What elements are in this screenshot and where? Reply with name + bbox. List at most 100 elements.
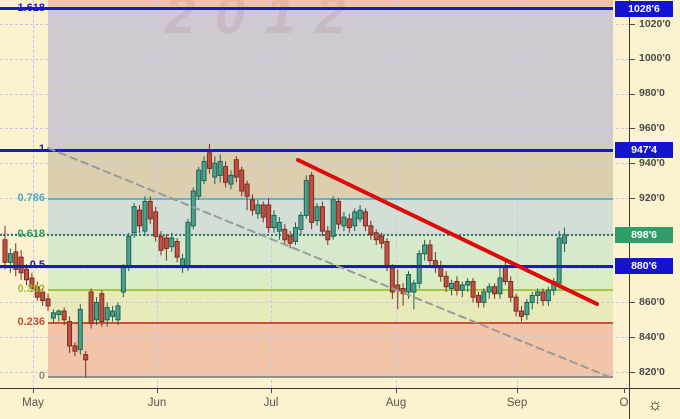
candle-body [206, 152, 212, 169]
fib-level-label-1.618[interactable]: 1.618 [17, 1, 45, 14]
candle-body [142, 200, 148, 232]
candle-body [319, 206, 325, 232]
candle-body [406, 274, 411, 293]
fib-level-line-0.5[interactable] [0, 264, 613, 268]
chart-plot-area[interactable]: 2012 1.618 1 0.786 0.618 0.5 0.382 0.236 0 [0, 0, 629, 388]
candle-body [260, 204, 266, 218]
vertical-gridline [271, 0, 272, 388]
horizontal-gridline [0, 232, 629, 234]
candle-body [368, 225, 374, 236]
fib-level-label-0.786[interactable]: 0.786 [17, 191, 45, 204]
horizontal-gridline [0, 128, 629, 130]
candle-body [99, 293, 105, 323]
time-axis-label: Aug [385, 397, 407, 409]
price-line-badge: 880'6 [615, 258, 673, 275]
candle-body [50, 312, 56, 319]
fib-level-label-0.236[interactable]: 0.236 [17, 316, 45, 329]
fib-zone [48, 266, 613, 291]
candle-body [379, 235, 385, 244]
vertical-gridline [517, 0, 518, 388]
fib-level-line-1.618[interactable] [0, 7, 613, 11]
candle-body [83, 354, 89, 361]
horizontal-gridline [0, 24, 629, 25]
candle-body [459, 284, 465, 291]
time-axis-tick [271, 389, 272, 393]
fib-level-label-0.382[interactable]: 0.382 [17, 283, 45, 296]
price-axis[interactable]: 1020'0 1000'0 980'0 960'0 940'0 920'0 860'0 840… [615, 0, 680, 419]
fib-zone [48, 234, 613, 267]
fib-zone [48, 198, 613, 235]
fib-level-label-0.618[interactable]: 0.618 [17, 227, 45, 240]
time-axis[interactable]: May Jun Jul Aug Sep O [0, 388, 680, 419]
price-axis-label: 1000'0 [639, 52, 671, 65]
candle-body [416, 253, 422, 284]
candle-body [153, 211, 159, 237]
horizontal-gridline [0, 267, 629, 269]
vertical-gridline [396, 0, 397, 388]
candle-body [309, 174, 315, 223]
price-axis-tick [630, 337, 635, 339]
candle-body [88, 291, 94, 324]
fib-zone [48, 0, 613, 9]
candle-body [174, 241, 180, 258]
candle-body [201, 160, 207, 182]
price-axis-tick [630, 93, 635, 95]
fib-level-label-0.5[interactable]: 0.5 [29, 259, 45, 272]
candle-body [266, 204, 272, 229]
time-axis-label: May [22, 397, 44, 409]
fib-level-line-0.382[interactable] [48, 289, 613, 292]
candle-body [562, 234, 568, 244]
fib-level-line-0.786[interactable] [48, 197, 613, 200]
candle-body [556, 237, 562, 284]
candle-body [147, 200, 153, 220]
fib-zone [48, 323, 613, 378]
candle-body [508, 281, 514, 298]
time-axis-tick [517, 389, 518, 393]
price-axis-label: 920'0 [639, 191, 665, 204]
price-line-badge: 947'4 [615, 142, 673, 159]
settings-gear-icon[interactable]: ☼ [647, 394, 663, 414]
fib-level-label-0[interactable]: 0 [38, 370, 45, 383]
price-axis-tick [630, 198, 635, 199]
price-axis-tick [630, 24, 635, 25]
candle-body [45, 298, 51, 307]
fib-level-line-1[interactable] [0, 148, 613, 152]
candle-body [535, 291, 541, 296]
candle-body [34, 286, 40, 298]
candle-body [131, 206, 137, 234]
candle-body [271, 214, 277, 229]
price-axis-label: 980'0 [639, 87, 665, 100]
fib-zone [48, 290, 613, 324]
price-axis-label: 840'0 [639, 330, 665, 343]
candle-body [513, 296, 519, 312]
candle-body [163, 237, 169, 249]
fib-baseline[interactable] [47, 147, 613, 379]
horizontal-gridline [0, 93, 629, 95]
price-axis-label: 960'0 [639, 121, 665, 134]
candle-body [454, 281, 460, 291]
fib-level-line-0.236[interactable] [48, 322, 613, 325]
fib-level-label-1[interactable]: 1 [38, 143, 45, 156]
candle-body [255, 204, 261, 215]
time-axis-label: Jun [147, 397, 167, 409]
candle-body [545, 289, 551, 302]
candle-body [72, 345, 78, 352]
time-axis-tick [624, 389, 625, 393]
candle-body [475, 294, 481, 303]
candle-body [298, 214, 304, 230]
fib-level-line-0.618[interactable] [0, 233, 613, 236]
downtrend-resistance-line[interactable] [296, 158, 599, 306]
price-axis-tick [630, 58, 635, 60]
fib-level-line-0[interactable] [48, 376, 613, 379]
candle-body [169, 237, 175, 248]
time-axis-tick [157, 389, 158, 393]
horizontal-gridline [0, 58, 629, 60]
candle-body [373, 232, 379, 241]
candle-body [422, 244, 428, 255]
price-axis-label: 1020'0 [639, 17, 671, 30]
axis-corner: ☼ [630, 389, 680, 419]
candle-body [217, 160, 223, 176]
candle-body [137, 209, 142, 227]
candle-body [352, 211, 358, 227]
